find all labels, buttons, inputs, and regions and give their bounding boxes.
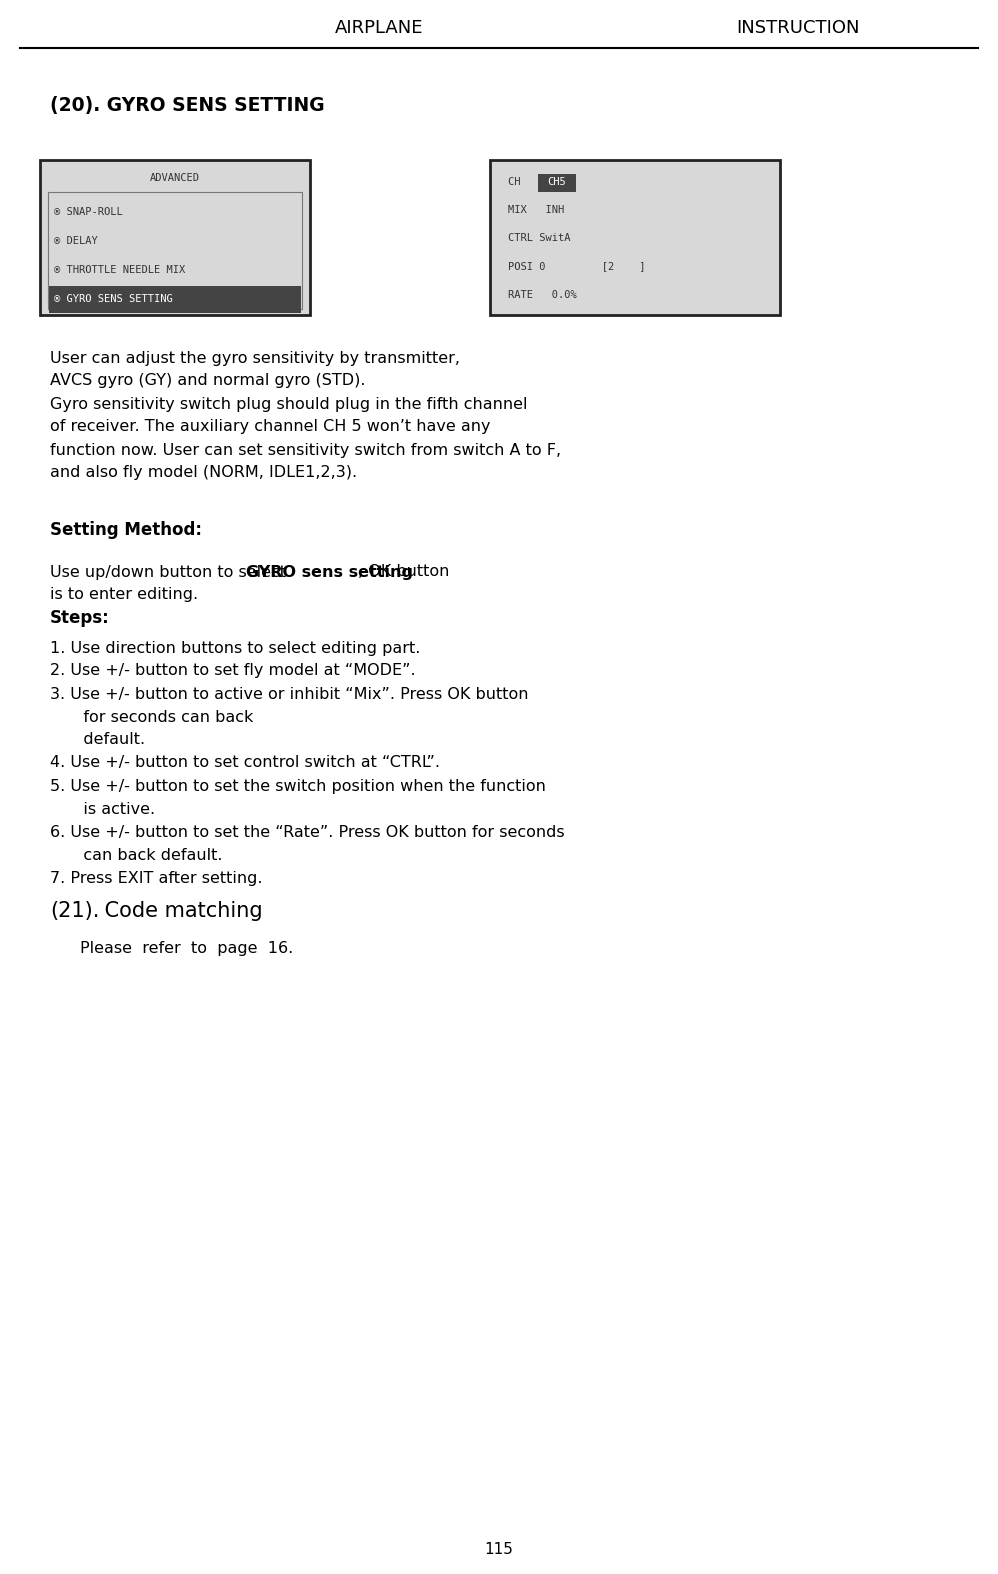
Text: Gyro sensitivity switch plug should plug in the fifth channel: Gyro sensitivity switch plug should plug… [50,397,528,411]
Text: User can adjust the gyro sensitivity by transmitter,: User can adjust the gyro sensitivity by … [50,351,460,365]
Text: CH: CH [508,176,533,187]
Text: 7. Press EXIT after setting.: 7. Press EXIT after setting. [50,870,262,886]
Text: Setting Method:: Setting Method: [50,521,202,538]
Text: CH5: CH5 [548,176,567,187]
Text: (20). GYRO SENS SETTING: (20). GYRO SENS SETTING [50,96,324,115]
Text: RATE   0.0%: RATE 0.0% [508,290,577,299]
Text: is active.: is active. [68,801,155,817]
Text: ADVANCED: ADVANCED [150,173,200,183]
Bar [40,161,310,315]
Text: AVCS gyro (GY) and normal gyro (STD).: AVCS gyro (GY) and normal gyro (STD). [50,373,365,389]
Text: for seconds can back: for seconds can back [68,710,253,724]
Text: 4. Use +/- button to set control switch at “CTRL”.: 4. Use +/- button to set control switch … [50,756,440,771]
Text: ® THROTTLE NEEDLE MIX: ® THROTTLE NEEDLE MIX [54,264,186,275]
Text: , OK button: , OK button [358,565,449,579]
Text: default.: default. [68,732,145,748]
Text: (21).: (21). [50,900,100,921]
Text: 5. Use +/- button to set the switch position when the function: 5. Use +/- button to set the switch posi… [50,779,546,793]
Text: and also fly model (NORM, IDLE1,2,3).: and also fly model (NORM, IDLE1,2,3). [50,466,357,480]
Text: POSI 0         [2    ]: POSI 0 [2 ] [508,261,646,272]
Text: 6. Use +/- button to set the “Rate”. Press OK button for seconds: 6. Use +/- button to set the “Rate”. Pre… [50,825,565,839]
Text: of receiver. The auxiliary channel CH 5 won’t have any: of receiver. The auxiliary channel CH 5 … [50,420,490,434]
Text: is to enter editing.: is to enter editing. [50,587,199,603]
Bar [48,192,302,309]
Bar [490,161,780,315]
Text: can back default.: can back default. [68,847,223,863]
Text: INSTRUCTION: INSTRUCTION [737,19,860,38]
Text: AIRPLANE: AIRPLANE [335,19,423,38]
Text: 3. Use +/- button to active or inhibit “Mix”. Press OK button: 3. Use +/- button to active or inhibit “… [50,686,529,702]
Text: function now. User can set sensitivity switch from switch A to F,: function now. User can set sensitivity s… [50,442,561,458]
Text: Use up/down button to select: Use up/down button to select [50,565,291,579]
Text: Steps:: Steps: [50,609,110,626]
Text: 2. Use +/- button to set fly model at “MODE”.: 2. Use +/- button to set fly model at “M… [50,664,415,678]
Text: GYRO sens setting: GYRO sens setting [247,565,413,579]
Text: MIX   INH: MIX INH [508,205,564,216]
Text: 1. Use direction buttons to select editing part.: 1. Use direction buttons to select editi… [50,641,420,655]
Text: Code matching: Code matching [98,900,262,921]
Text: CTRL SwitA: CTRL SwitA [508,233,571,244]
Bar [49,286,301,313]
Text: ® GYRO SENS SETTING: ® GYRO SENS SETTING [54,294,173,304]
Bar [538,175,576,192]
Text: 115: 115 [485,1541,513,1557]
Text: ® DELAY: ® DELAY [54,236,98,246]
Text: ® SNAP-ROLL: ® SNAP-ROLL [54,206,123,217]
Text: Please  refer  to  page  16.: Please refer to page 16. [80,941,293,957]
